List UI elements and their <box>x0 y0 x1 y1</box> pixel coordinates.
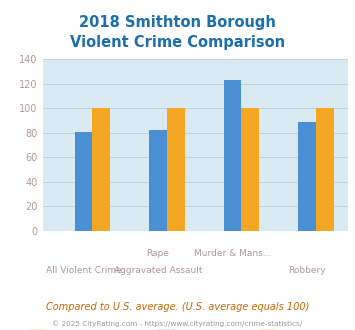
Text: Compared to U.S. average. (U.S. average equals 100): Compared to U.S. average. (U.S. average … <box>46 302 309 312</box>
Text: All Violent Crime: All Violent Crime <box>46 266 121 275</box>
Bar <box>93 109 110 231</box>
Bar <box>167 109 185 231</box>
Legend: Smithton Borough, Pennsylvania, National: Smithton Borough, Pennsylvania, National <box>23 325 333 330</box>
Text: © 2025 CityRating.com - https://www.cityrating.com/crime-statistics/: © 2025 CityRating.com - https://www.city… <box>53 321 302 327</box>
Bar <box>241 109 259 231</box>
Text: Rape: Rape <box>147 249 169 258</box>
Text: Aggravated Assault: Aggravated Assault <box>114 266 202 275</box>
Text: Robbery: Robbery <box>288 266 326 275</box>
Bar <box>316 109 334 231</box>
Bar <box>75 132 93 231</box>
Text: Murder & Mans...: Murder & Mans... <box>194 249 271 258</box>
Bar <box>298 122 316 231</box>
Bar <box>224 80 241 231</box>
Bar <box>149 130 167 231</box>
Text: 2018 Smithton Borough
Violent Crime Comparison: 2018 Smithton Borough Violent Crime Comp… <box>70 15 285 50</box>
